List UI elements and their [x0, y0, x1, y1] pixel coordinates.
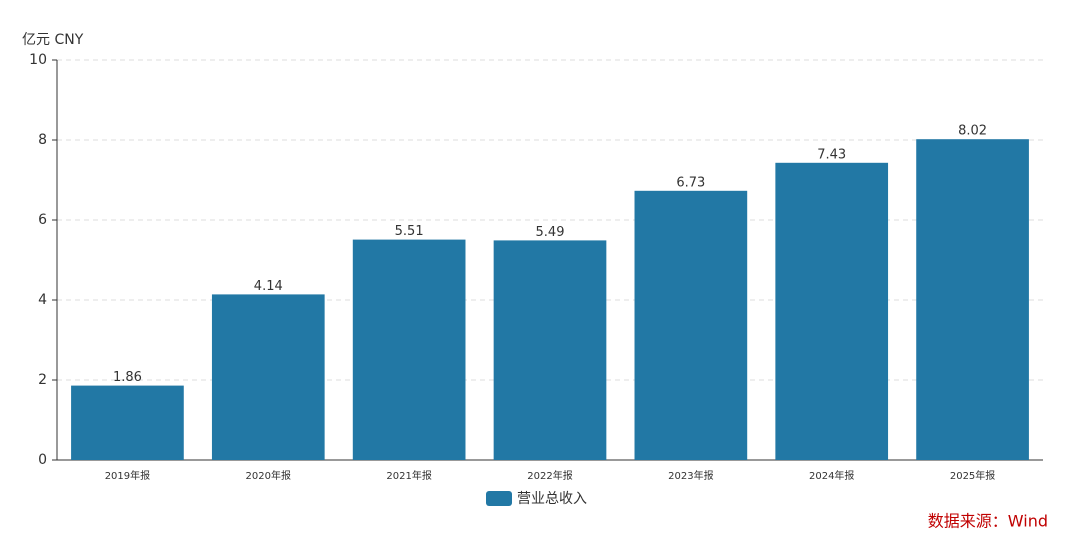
data-label: 7.43 — [817, 147, 846, 162]
source-note: 数据来源：Wind — [928, 512, 1048, 531]
y-tick-label: 4 — [38, 292, 47, 308]
y-tick-label: 8 — [38, 132, 47, 148]
y-tick-label: 2 — [38, 372, 47, 388]
data-label: 8.02 — [958, 124, 987, 139]
legend-label: 营业总收入 — [517, 491, 587, 507]
bar — [352, 239, 466, 460]
data-label: 4.14 — [254, 279, 283, 294]
bar — [493, 240, 607, 460]
legend-swatch — [486, 491, 512, 506]
y-axis-label: 亿元 CNY — [22, 32, 84, 48]
y-tick-label: 0 — [38, 452, 47, 468]
x-tick-label: 2022年报 — [527, 469, 572, 482]
bar — [916, 139, 1029, 460]
x-tick-label: 2025年报 — [950, 469, 995, 482]
x-tick-label: 2020年报 — [246, 469, 291, 482]
bar — [634, 190, 748, 461]
data-label: 5.49 — [536, 225, 565, 240]
x-tick-label: 2021年报 — [386, 469, 431, 482]
x-tick-label: 2024年报 — [809, 469, 854, 482]
data-label: 5.51 — [395, 224, 424, 239]
data-label: 1.86 — [113, 370, 142, 385]
y-tick-label: 10 — [29, 52, 47, 68]
x-tick-label: 2023年报 — [668, 469, 713, 482]
bar — [775, 162, 889, 461]
data-label: 6.73 — [676, 175, 705, 190]
y-tick-label: 6 — [38, 212, 47, 228]
bar — [211, 294, 325, 460]
bar — [71, 385, 184, 460]
x-tick-label: 2019年报 — [105, 469, 150, 482]
